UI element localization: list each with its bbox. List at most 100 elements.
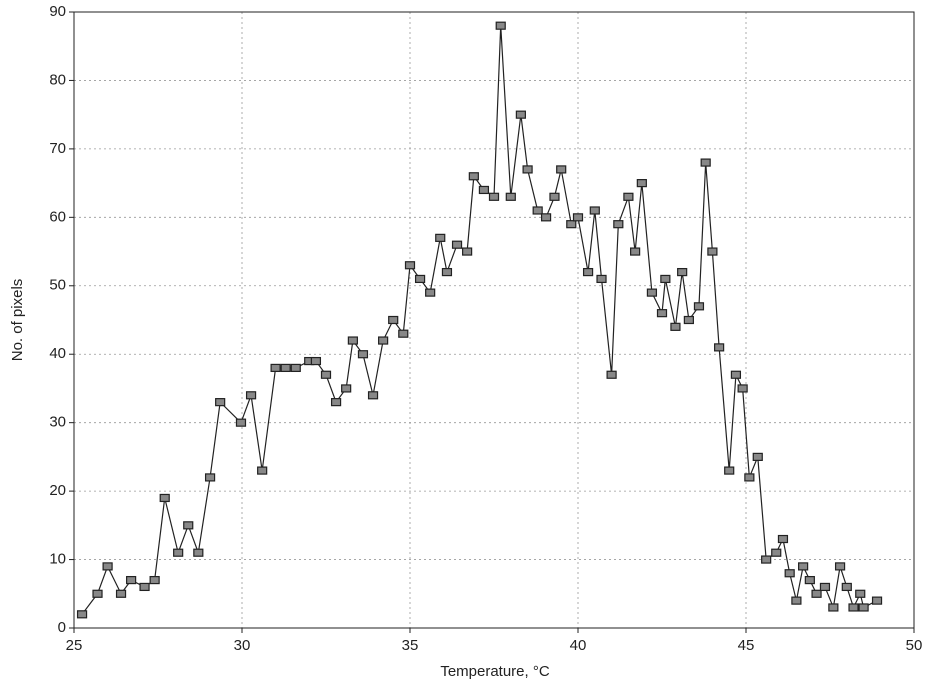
marker bbox=[871, 596, 883, 605]
marker bbox=[623, 192, 634, 201]
marker bbox=[462, 247, 473, 256]
x-tick-label: 50 bbox=[906, 637, 923, 654]
marker bbox=[215, 398, 226, 407]
marker bbox=[630, 247, 641, 256]
marker bbox=[596, 274, 607, 284]
x-tick-label: 40 bbox=[570, 637, 587, 654]
marker bbox=[468, 172, 479, 181]
marker bbox=[707, 247, 718, 256]
marker bbox=[330, 398, 342, 407]
plot-frame bbox=[73, 11, 915, 629]
marker bbox=[589, 206, 600, 215]
marker bbox=[582, 267, 594, 277]
marker bbox=[425, 288, 436, 297]
marker bbox=[784, 569, 795, 578]
marker bbox=[126, 575, 137, 585]
marker bbox=[347, 336, 358, 345]
marker bbox=[515, 110, 526, 119]
marker bbox=[683, 315, 694, 325]
x-tick-label: 30 bbox=[234, 637, 251, 654]
marker bbox=[848, 603, 859, 612]
y-tick-label: 90 bbox=[49, 3, 66, 20]
marker bbox=[572, 213, 584, 222]
y-tick-label: 0 bbox=[58, 619, 66, 636]
marker bbox=[670, 322, 681, 331]
marker bbox=[744, 473, 755, 482]
marker bbox=[656, 309, 668, 318]
marker bbox=[700, 158, 711, 167]
marker bbox=[404, 261, 416, 270]
marker bbox=[771, 548, 782, 557]
marker bbox=[737, 384, 748, 393]
marker bbox=[522, 165, 533, 174]
marker bbox=[613, 220, 624, 229]
marker bbox=[378, 336, 389, 345]
marker bbox=[76, 610, 88, 619]
marker bbox=[677, 267, 688, 277]
marker bbox=[660, 274, 671, 284]
marker bbox=[566, 220, 577, 229]
marker bbox=[811, 589, 822, 598]
x-axis-label: Temperature, °C bbox=[440, 663, 550, 680]
y-tick-label: 70 bbox=[49, 140, 66, 157]
marker bbox=[173, 548, 184, 557]
marker bbox=[761, 555, 772, 564]
marker bbox=[115, 589, 127, 598]
marker bbox=[855, 589, 866, 598]
x-tick-label: 45 bbox=[738, 637, 755, 654]
marker bbox=[341, 384, 352, 393]
marker bbox=[841, 582, 852, 592]
marker bbox=[777, 534, 789, 544]
marker bbox=[791, 596, 802, 605]
marker bbox=[606, 370, 617, 379]
y-tick-label: 40 bbox=[49, 345, 66, 362]
marker bbox=[636, 179, 647, 188]
x-tick-label: 35 bbox=[402, 637, 419, 654]
marker bbox=[310, 356, 322, 366]
y-tick-label: 10 bbox=[49, 551, 66, 568]
marker bbox=[858, 603, 869, 612]
marker bbox=[435, 233, 446, 242]
marker bbox=[235, 418, 247, 427]
marker bbox=[505, 192, 516, 201]
marker bbox=[828, 603, 839, 612]
marker bbox=[280, 363, 291, 373]
marker bbox=[270, 363, 281, 373]
marker bbox=[92, 589, 103, 598]
marker bbox=[532, 206, 543, 215]
y-tick-label: 50 bbox=[49, 277, 66, 294]
marker bbox=[730, 370, 742, 379]
marker bbox=[556, 165, 567, 174]
marker bbox=[367, 391, 379, 400]
y-tick-label: 20 bbox=[49, 482, 66, 499]
x-tick-label: 25 bbox=[66, 637, 83, 654]
marker bbox=[183, 521, 194, 530]
marker bbox=[798, 562, 809, 571]
marker bbox=[724, 466, 735, 475]
marker bbox=[714, 343, 725, 352]
y-tick-label: 30 bbox=[49, 414, 66, 431]
y-tick-label: 80 bbox=[49, 71, 66, 88]
marker bbox=[245, 391, 257, 400]
marker bbox=[149, 575, 160, 585]
y-tick-label: 60 bbox=[49, 208, 66, 225]
marker bbox=[139, 582, 150, 592]
marker bbox=[752, 452, 763, 461]
marker bbox=[451, 240, 463, 249]
marker bbox=[441, 267, 453, 277]
marker bbox=[646, 288, 658, 297]
marker bbox=[357, 350, 369, 359]
marker bbox=[204, 473, 216, 482]
marker bbox=[804, 575, 815, 585]
y-axis-label: No. of pixels bbox=[9, 279, 26, 362]
marker bbox=[388, 315, 399, 325]
marker bbox=[320, 370, 332, 379]
marker bbox=[290, 363, 301, 373]
marker bbox=[478, 185, 490, 195]
marker bbox=[159, 493, 170, 503]
marker bbox=[398, 329, 409, 338]
marker bbox=[193, 548, 204, 557]
marker bbox=[495, 21, 506, 30]
marker bbox=[819, 582, 831, 592]
